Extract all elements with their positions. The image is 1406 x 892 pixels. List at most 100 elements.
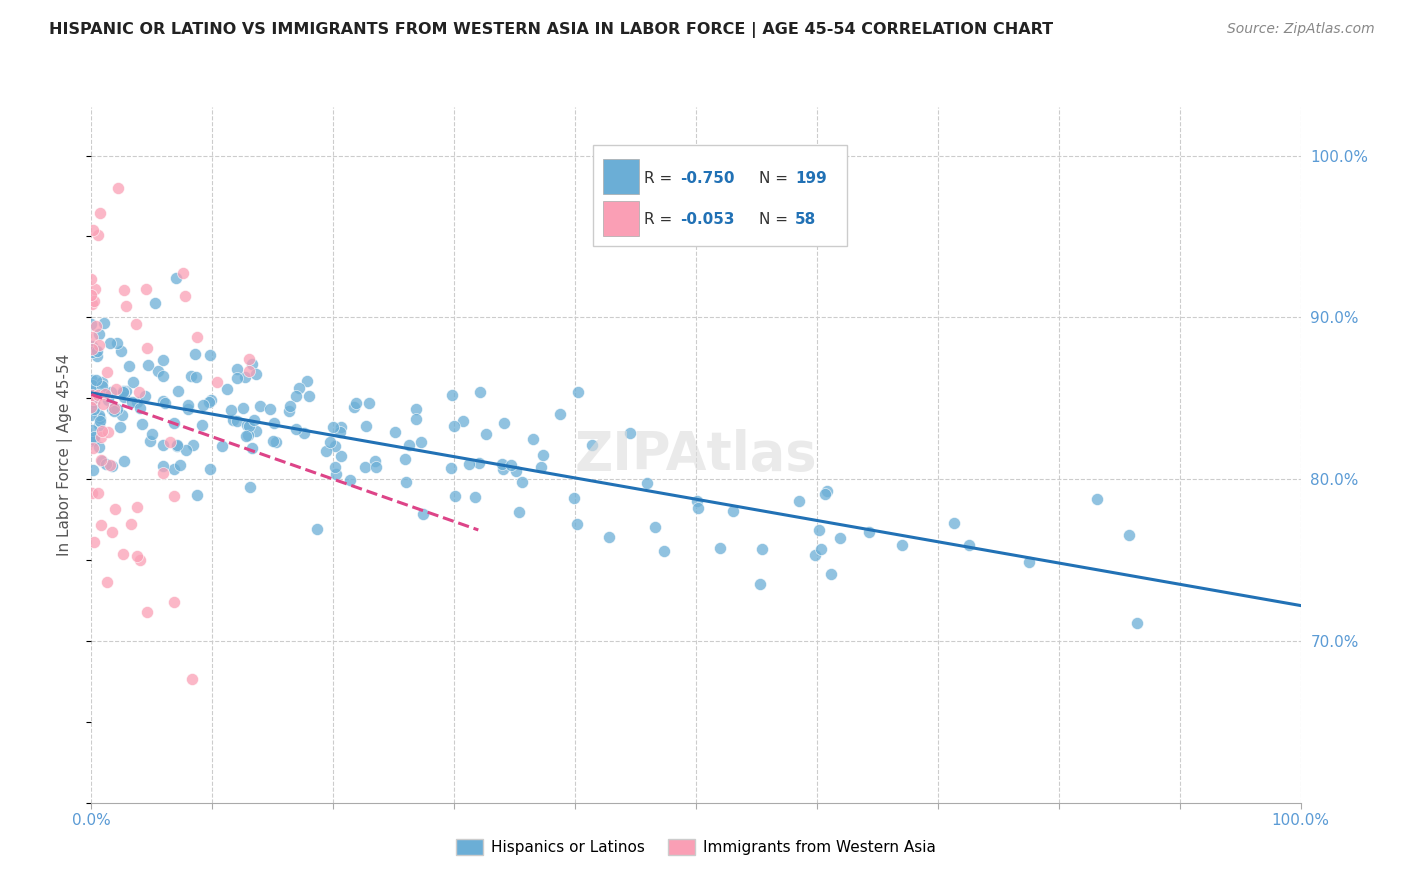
- Point: [858, 524, 880, 539]
- FancyBboxPatch shape: [593, 145, 846, 246]
- Point: [412, 507, 434, 521]
- Text: R =: R =: [644, 212, 678, 227]
- Point: [82, 388, 104, 402]
- Point: [354, 419, 377, 434]
- Point: [104, 502, 127, 516]
- Point: [118, 359, 141, 374]
- Point: [803, 548, 825, 562]
- Point: [363, 454, 385, 468]
- Point: [135, 342, 157, 356]
- Point: [152, 467, 174, 481]
- Point: [114, 299, 136, 313]
- Point: [748, 576, 770, 591]
- Point: [530, 459, 553, 474]
- Point: [112, 547, 135, 561]
- Point: [174, 289, 197, 303]
- Point: [190, 418, 212, 433]
- Point: [163, 489, 186, 503]
- Point: [814, 486, 837, 500]
- Point: [112, 454, 135, 468]
- Point: [82, 434, 104, 448]
- Point: [82, 223, 104, 237]
- Point: [125, 317, 148, 331]
- Point: [1018, 555, 1040, 569]
- Point: [232, 401, 254, 416]
- Point: [323, 460, 346, 475]
- Point: [115, 384, 138, 398]
- Point: [280, 399, 302, 413]
- Point: [80, 400, 103, 414]
- Point: [166, 439, 188, 453]
- Point: [468, 456, 491, 470]
- Point: [245, 367, 267, 381]
- Point: [284, 389, 307, 403]
- Point: [238, 364, 260, 378]
- Point: [94, 457, 117, 471]
- Point: [96, 574, 118, 589]
- Point: [166, 384, 188, 398]
- Point: [87, 388, 110, 402]
- Point: [226, 361, 249, 376]
- Point: [245, 425, 267, 439]
- Point: [474, 427, 496, 442]
- Point: [131, 417, 153, 431]
- Point: [325, 467, 347, 482]
- Point: [166, 437, 188, 451]
- Point: [91, 397, 114, 411]
- Point: [159, 434, 181, 449]
- Point: [94, 386, 117, 401]
- Point: [100, 524, 122, 539]
- Point: [139, 434, 162, 448]
- Text: 199: 199: [796, 170, 827, 186]
- Point: [82, 442, 104, 456]
- Point: [468, 384, 491, 399]
- Point: [83, 294, 105, 309]
- Point: [143, 295, 166, 310]
- Point: [184, 369, 207, 384]
- Point: [80, 401, 103, 416]
- Point: [565, 517, 588, 532]
- Text: R =: R =: [644, 170, 678, 186]
- Point: [329, 425, 352, 439]
- Point: [89, 206, 111, 220]
- Point: [242, 357, 264, 371]
- Point: [398, 437, 420, 451]
- Point: [91, 379, 114, 393]
- Point: [80, 486, 103, 500]
- Point: [723, 504, 745, 518]
- Point: [384, 425, 406, 440]
- Point: [492, 462, 515, 476]
- Point: [121, 394, 143, 409]
- Point: [491, 457, 513, 471]
- Point: [686, 494, 709, 508]
- Point: [395, 475, 418, 489]
- Point: [127, 500, 149, 514]
- Point: [644, 520, 666, 534]
- Point: [103, 404, 125, 418]
- Point: [83, 433, 105, 447]
- Point: [112, 390, 135, 404]
- Point: [890, 538, 912, 552]
- Point: [97, 392, 120, 407]
- Point: [83, 395, 105, 409]
- Point: [110, 343, 132, 358]
- Point: [1087, 491, 1109, 506]
- Point: [152, 369, 174, 384]
- Point: [1126, 615, 1149, 630]
- Point: [83, 401, 105, 416]
- Point: [82, 377, 104, 392]
- Point: [90, 376, 112, 390]
- Point: [444, 489, 467, 503]
- Point: [86, 227, 108, 242]
- Point: [91, 424, 114, 438]
- Legend: Hispanics or Latinos, Immigrants from Western Asia: Hispanics or Latinos, Immigrants from We…: [450, 833, 942, 862]
- Point: [810, 541, 832, 556]
- Point: [319, 434, 342, 449]
- Point: [98, 335, 121, 350]
- Point: [619, 425, 641, 440]
- Point: [510, 475, 533, 489]
- Text: HISPANIC OR LATINO VS IMMIGRANTS FROM WESTERN ASIA IN LABOR FORCE | AGE 45-54 CO: HISPANIC OR LATINO VS IMMIGRANTS FROM WE…: [49, 22, 1053, 38]
- Point: [120, 517, 142, 532]
- Point: [405, 412, 427, 426]
- Point: [91, 453, 114, 467]
